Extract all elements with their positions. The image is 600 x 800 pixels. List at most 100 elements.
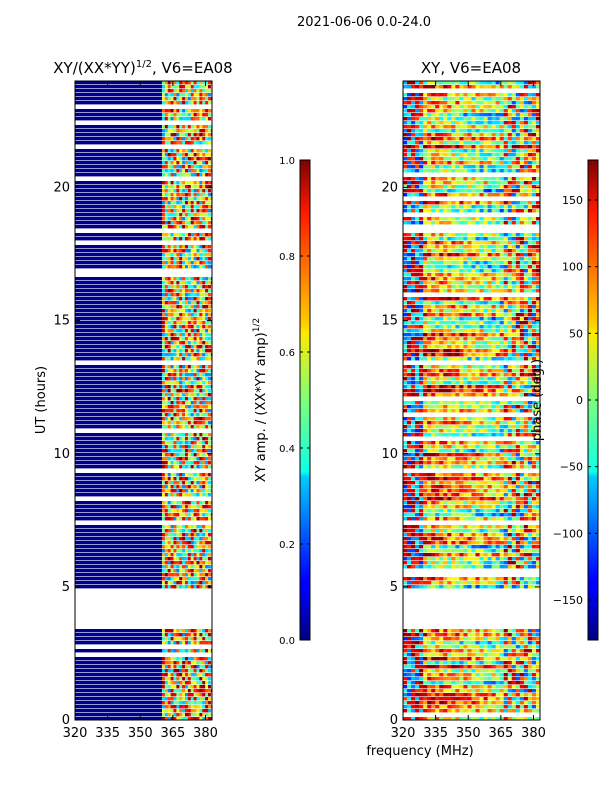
heatmap-cell	[475, 109, 480, 113]
heatmap-cell	[167, 505, 172, 509]
heatmap-cell	[435, 333, 440, 337]
heatmap-cell	[475, 105, 480, 109]
heatmap-cell	[199, 125, 203, 129]
heatmap-cell	[185, 665, 189, 669]
heatmap-cell	[447, 181, 452, 185]
heatmap-cell	[527, 349, 533, 353]
heatmap-cell	[447, 357, 452, 361]
heatmap-cell	[193, 369, 197, 373]
heatmap-cell	[202, 637, 206, 641]
heatmap-cell	[507, 253, 513, 257]
heatmap-cell	[161, 173, 166, 177]
heatmap-cell	[427, 125, 432, 129]
heatmap-cell	[75, 237, 162, 241]
heatmap-cell	[210, 393, 212, 397]
heatmap-cell	[419, 169, 424, 173]
heatmap-cell	[523, 169, 529, 173]
heatmap-cell	[167, 261, 172, 265]
heatmap-cell	[455, 285, 460, 289]
heatmap-cell	[443, 349, 448, 353]
heatmap-cell	[196, 133, 200, 137]
heatmap-cell	[193, 473, 197, 477]
heatmap-cell	[427, 185, 432, 189]
heatmap-cell	[479, 193, 484, 197]
heatmap-cell	[210, 149, 212, 153]
heatmap-cell	[202, 201, 206, 205]
heatmap-cell	[419, 365, 424, 369]
heatmap-cell	[499, 105, 505, 109]
heatmap-cell	[475, 133, 480, 137]
heatmap-cell	[423, 233, 428, 237]
heatmap-cell	[199, 449, 203, 453]
heatmap-cell	[202, 205, 206, 209]
heatmap-cell	[164, 573, 169, 577]
heatmap-cell	[439, 237, 444, 241]
heatmap-cell	[182, 185, 186, 189]
heatmap-cell	[176, 525, 180, 529]
heatmap-cell	[527, 357, 533, 361]
heatmap-cell	[423, 181, 428, 185]
heatmap-cell	[451, 309, 456, 313]
heatmap-cell	[407, 237, 412, 241]
heatmap-cell	[519, 249, 525, 253]
heatmap-cell	[185, 389, 189, 393]
heatmap-cell	[511, 377, 517, 381]
heatmap-cell	[210, 525, 212, 529]
heatmap-cell	[447, 141, 452, 145]
heatmap-cell	[176, 225, 180, 229]
heatmap-cell	[167, 693, 172, 697]
heatmap-cell	[185, 509, 189, 513]
heatmap-cell	[185, 413, 189, 417]
heatmap-cell	[495, 289, 501, 293]
heatmap-cell	[161, 213, 166, 217]
heatmap-cell	[495, 217, 501, 221]
heatmap-cell	[179, 405, 183, 409]
heatmap-cell	[503, 149, 509, 153]
heatmap-cell	[463, 165, 468, 169]
heatmap-cell	[443, 249, 448, 253]
heatmap-cell	[202, 401, 206, 405]
heatmap-cell	[479, 153, 484, 157]
heatmap-cell	[182, 561, 186, 565]
heatmap-cell	[190, 457, 195, 461]
heatmap-cell	[479, 345, 484, 349]
heatmap-cell	[515, 93, 521, 97]
heatmap-cell	[411, 261, 416, 265]
heatmap-cell	[523, 221, 529, 225]
heatmap-cell	[208, 353, 212, 357]
heatmap-cell	[167, 533, 172, 537]
heatmap-cell	[167, 465, 172, 469]
heatmap-cell	[427, 301, 432, 305]
heatmap-cell	[455, 349, 460, 353]
heatmap-cell	[196, 493, 200, 497]
heatmap-cell	[164, 153, 169, 157]
heatmap-cell	[75, 253, 162, 257]
heatmap-cell	[431, 221, 436, 225]
heatmap-cell	[179, 697, 183, 701]
heatmap-cell	[164, 133, 169, 137]
heatmap-cell	[519, 281, 525, 285]
heatmap-cell	[455, 125, 460, 129]
heatmap-cell	[515, 169, 521, 173]
heatmap-cell	[170, 113, 174, 117]
heatmap-cell	[179, 641, 183, 645]
heatmap-cell	[535, 237, 540, 241]
heatmap-cell	[193, 465, 197, 469]
heatmap-cell	[164, 93, 169, 97]
heatmap-cell	[403, 385, 408, 389]
heatmap-cell	[407, 85, 412, 89]
heatmap-cell	[447, 237, 452, 241]
heatmap-cell	[193, 197, 197, 201]
heatmap-cell	[176, 165, 180, 169]
heatmap-cell	[495, 309, 501, 313]
heatmap-cell	[495, 97, 501, 101]
heatmap-cell	[202, 373, 206, 377]
heatmap-cell	[75, 165, 162, 169]
heatmap-cell	[176, 313, 180, 317]
heatmap-cell	[535, 381, 540, 385]
heatmap-cell	[475, 81, 480, 85]
heatmap-cell	[455, 177, 460, 181]
heatmap-cell	[491, 109, 497, 113]
heatmap-cell	[435, 245, 440, 249]
heatmap-cell	[503, 125, 509, 129]
